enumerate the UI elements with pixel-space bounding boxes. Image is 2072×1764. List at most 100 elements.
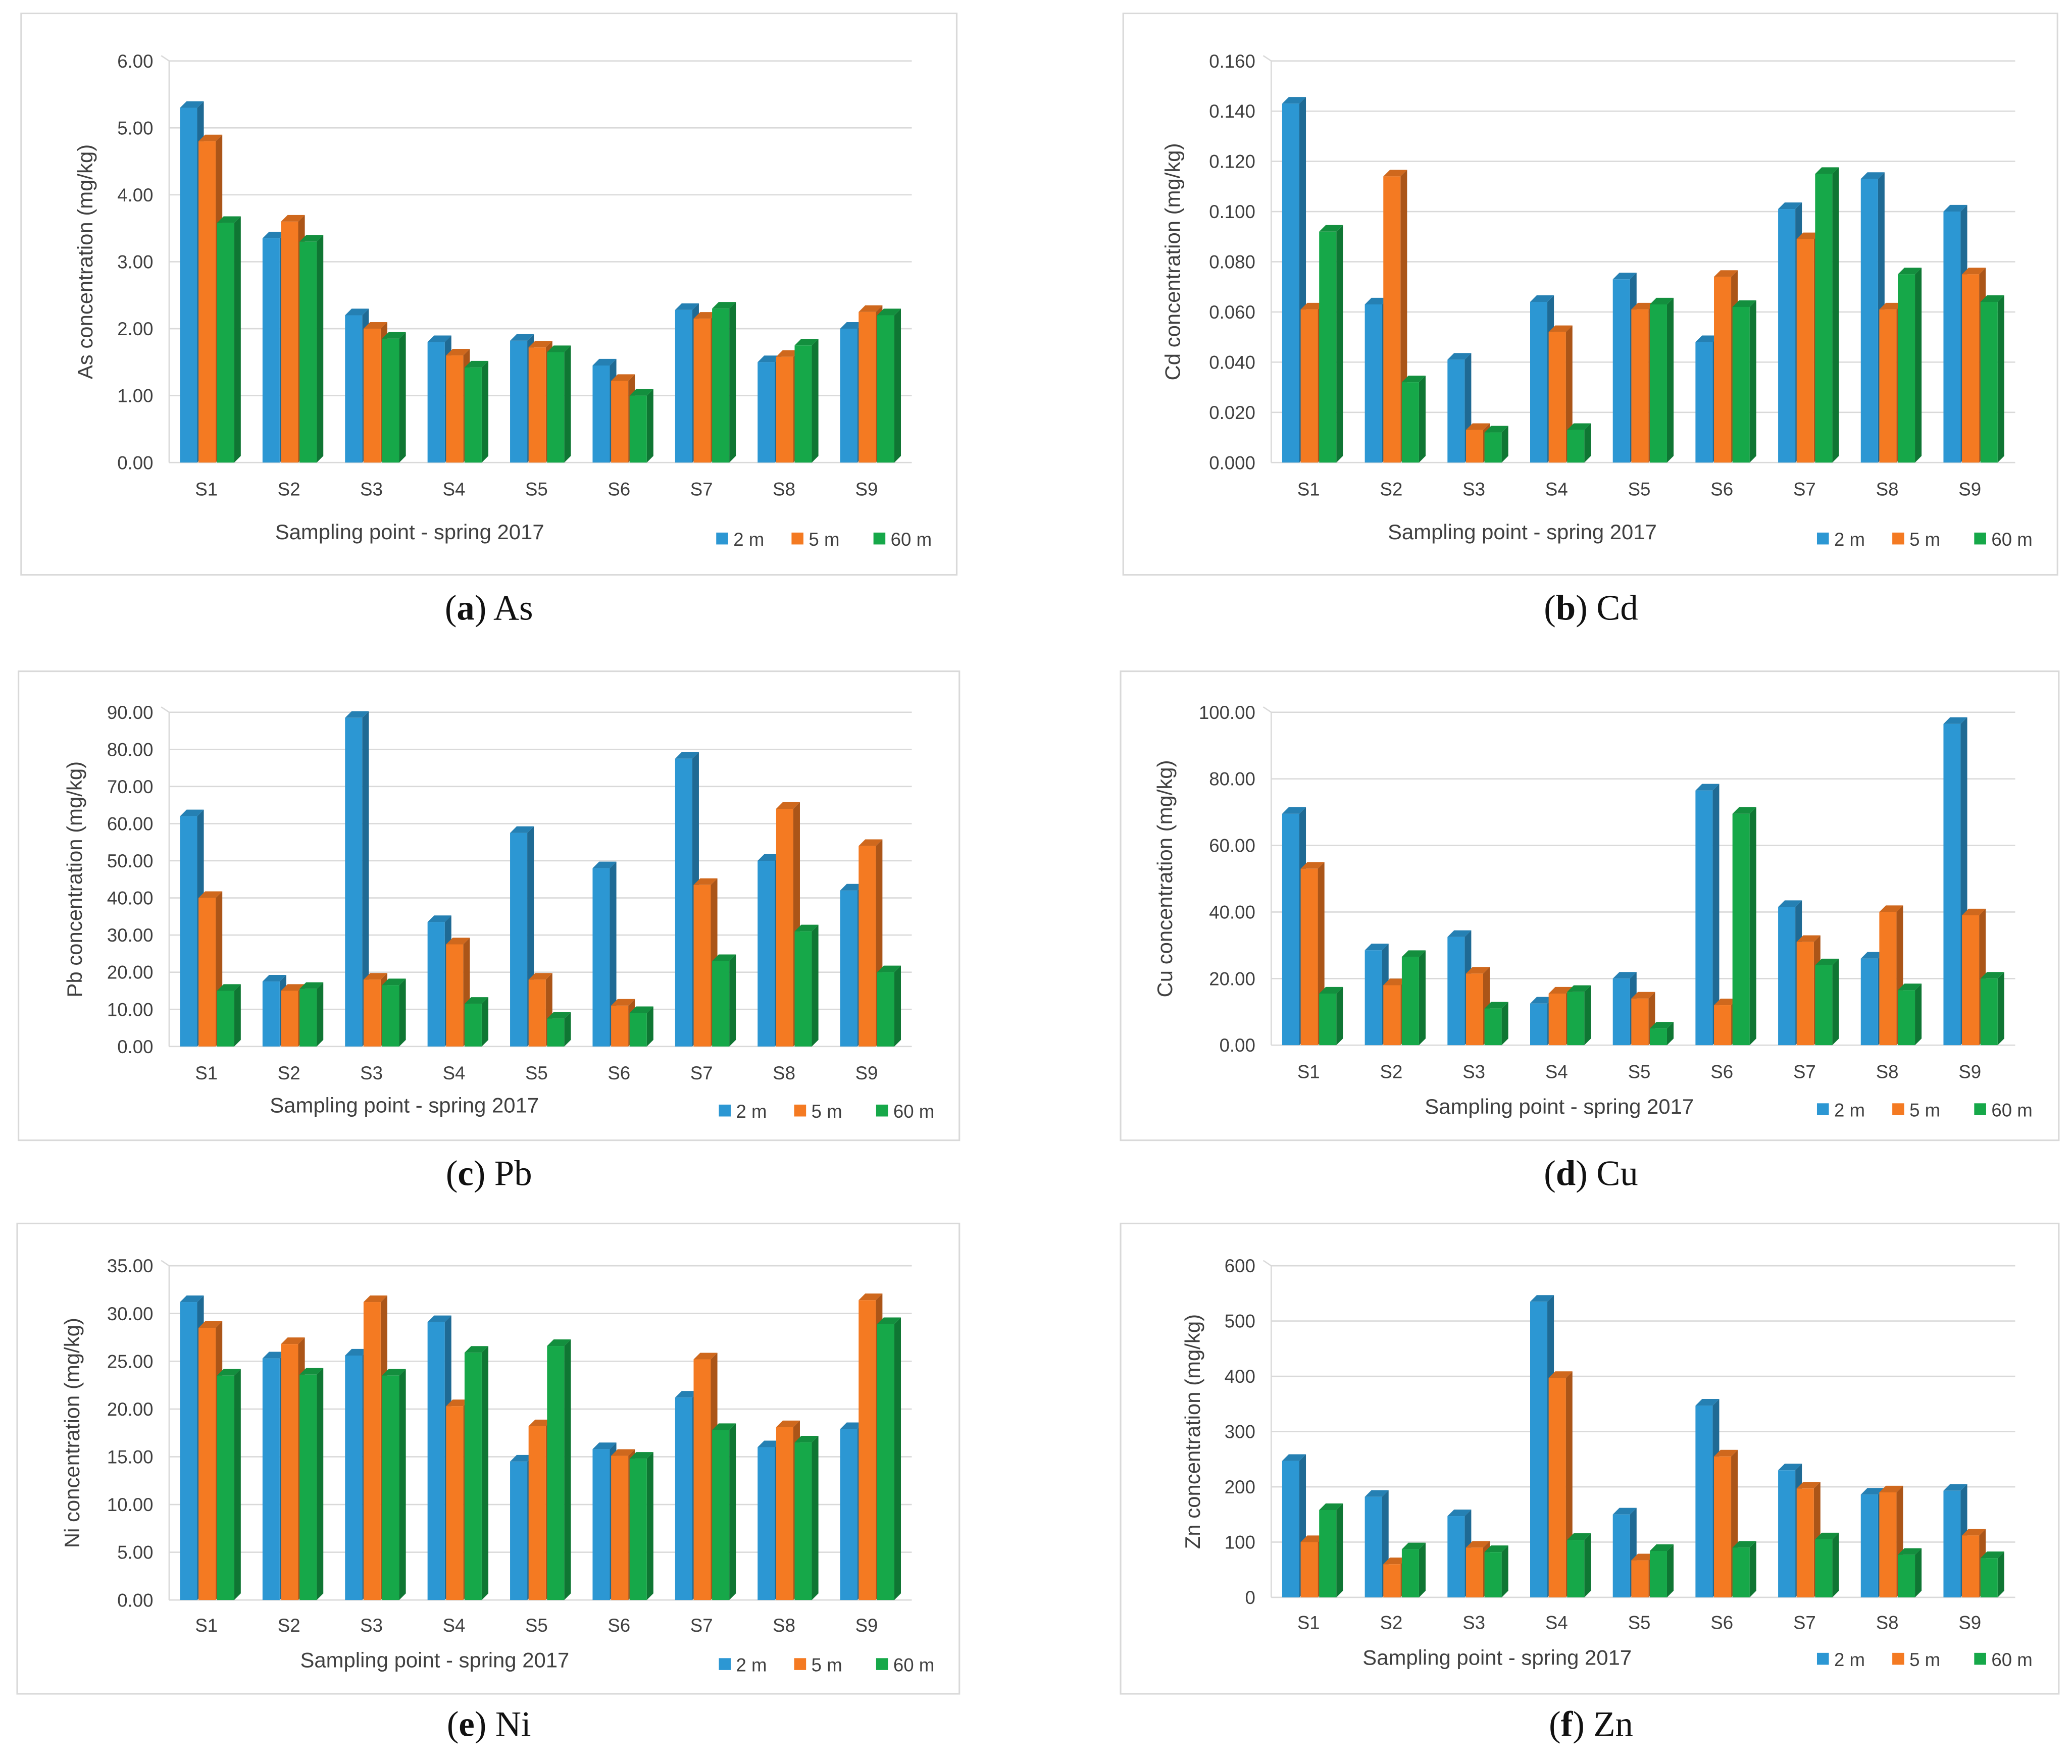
bar-side xyxy=(1749,807,1756,1046)
axis-depth xyxy=(161,55,170,62)
bar-front xyxy=(712,1430,730,1600)
bar-top xyxy=(1649,1022,1674,1029)
panel-caption: (e) Ni xyxy=(447,1705,531,1744)
bar-side xyxy=(1666,1022,1674,1046)
bar-top xyxy=(1732,807,1756,814)
bar-front xyxy=(611,381,629,463)
x-tick-label: S4 xyxy=(1545,1613,1568,1633)
bar-d-S6-2m xyxy=(1695,784,1720,1046)
legend-swatch-60m xyxy=(873,532,886,545)
bar-top xyxy=(299,1368,324,1375)
y-tick-label: 70.00 xyxy=(107,776,154,797)
x-axis-title: Sampling point - spring 2017 xyxy=(300,1648,569,1672)
bar-top xyxy=(345,308,369,316)
legend-swatch-2m xyxy=(1816,1103,1829,1115)
bar-top xyxy=(1796,935,1821,942)
bar-b-S7-60m xyxy=(1815,167,1839,463)
bar-c-S6-2m xyxy=(592,861,617,1047)
bar-top xyxy=(877,1317,901,1324)
caption-text: ) As xyxy=(475,589,533,628)
bar-front xyxy=(1631,998,1649,1046)
bar-top xyxy=(1465,1541,1490,1548)
y-axis-title: Zn concentration (mg/kg) xyxy=(1181,1314,1204,1549)
x-tick-label: S8 xyxy=(1876,1613,1899,1633)
legend-swatch-5m xyxy=(791,532,803,545)
legend-label: 2 m xyxy=(733,529,764,550)
bar-top xyxy=(1530,997,1554,1004)
bar-front xyxy=(1980,1558,1998,1597)
bar-side xyxy=(646,1006,653,1047)
bar-top xyxy=(693,878,718,885)
x-tick-label: S7 xyxy=(690,1063,713,1083)
y-tick-label: 30.00 xyxy=(107,1304,154,1324)
y-tick-label: 0.060 xyxy=(1209,302,1255,323)
bar-front xyxy=(840,890,857,1047)
bar-front xyxy=(1447,937,1465,1046)
panel-caption: (c) Pb xyxy=(446,1154,532,1194)
bar-c-S4-60m xyxy=(464,997,489,1047)
caption-text: ( xyxy=(445,589,457,628)
bar-front xyxy=(1383,985,1401,1046)
y-tick-label: 10.00 xyxy=(107,999,154,1020)
bar-side xyxy=(1501,426,1508,463)
bar-top xyxy=(592,861,617,868)
bar-top xyxy=(712,1423,736,1430)
bar-front xyxy=(1695,1406,1713,1597)
bar-side xyxy=(1666,297,1674,463)
bar-a-S9-60m xyxy=(877,308,901,463)
bar-top xyxy=(693,312,718,319)
bar-front xyxy=(1962,915,1980,1046)
bar-top xyxy=(281,984,305,991)
bar-front xyxy=(1612,279,1630,463)
bar-front xyxy=(1612,978,1630,1046)
x-tick-label: S4 xyxy=(443,1615,466,1636)
bar-front xyxy=(262,238,280,463)
axis-depth xyxy=(1262,55,1272,62)
caption-letter: f xyxy=(1561,1705,1574,1744)
bar-top xyxy=(1548,1371,1573,1378)
bar-top xyxy=(198,891,223,898)
chart-frame xyxy=(1120,1222,2060,1695)
bar-side xyxy=(1832,167,1839,463)
bar-side xyxy=(1915,983,1922,1046)
bar-side xyxy=(894,308,901,463)
legend-label: 5 m xyxy=(1909,529,1940,550)
y-tick-label: 5.00 xyxy=(117,1542,153,1563)
bar-a-S4-60m xyxy=(464,360,489,463)
bar-front xyxy=(794,1442,812,1600)
caption-letter: a xyxy=(457,589,474,628)
bar-side xyxy=(564,1339,571,1600)
legend-swatch-5m xyxy=(794,1104,806,1117)
bar-front xyxy=(1447,359,1465,463)
bar-f-S7-60m xyxy=(1815,1532,1839,1597)
bar-front xyxy=(611,1005,629,1047)
bar-front xyxy=(840,329,857,463)
bar-f-S3-60m xyxy=(1484,1545,1508,1597)
bar-front xyxy=(840,1429,857,1600)
bar-side xyxy=(812,924,819,1047)
bar-front xyxy=(1879,1492,1897,1597)
y-axis-title: Pb concentration (mg/kg) xyxy=(63,761,86,998)
bar-c-S1-5m xyxy=(198,891,223,1047)
bar-top xyxy=(363,973,387,980)
bar-top xyxy=(712,302,736,309)
bar-front xyxy=(299,989,317,1047)
bar-top xyxy=(1612,972,1637,979)
x-tick-label: S5 xyxy=(525,479,548,500)
bar-top xyxy=(1695,335,1720,342)
chart-panel-c: 0.00 10.00 20.00 30.00 40.00 50.00 60.00 70.00 8… xyxy=(18,670,961,1194)
legend: 2 m 5 m 60 m xyxy=(716,529,932,550)
x-axis-title: Sampling point - spring 2017 xyxy=(1425,1095,1694,1118)
bar-top xyxy=(528,1419,552,1426)
y-tick-label: 60.00 xyxy=(1209,836,1255,856)
bar-side xyxy=(1501,1545,1508,1597)
y-tick-label: 90.00 xyxy=(107,702,154,723)
bar-top xyxy=(510,334,534,341)
bar-front xyxy=(1898,274,1915,463)
y-axis-title: Cu concentration (mg/kg) xyxy=(1153,760,1177,997)
x-tick-label: S3 xyxy=(1462,479,1485,500)
bar-top xyxy=(1319,225,1343,232)
bar-front xyxy=(446,1406,464,1600)
bar-front xyxy=(675,309,692,463)
x-tick-label: S6 xyxy=(608,1615,630,1636)
